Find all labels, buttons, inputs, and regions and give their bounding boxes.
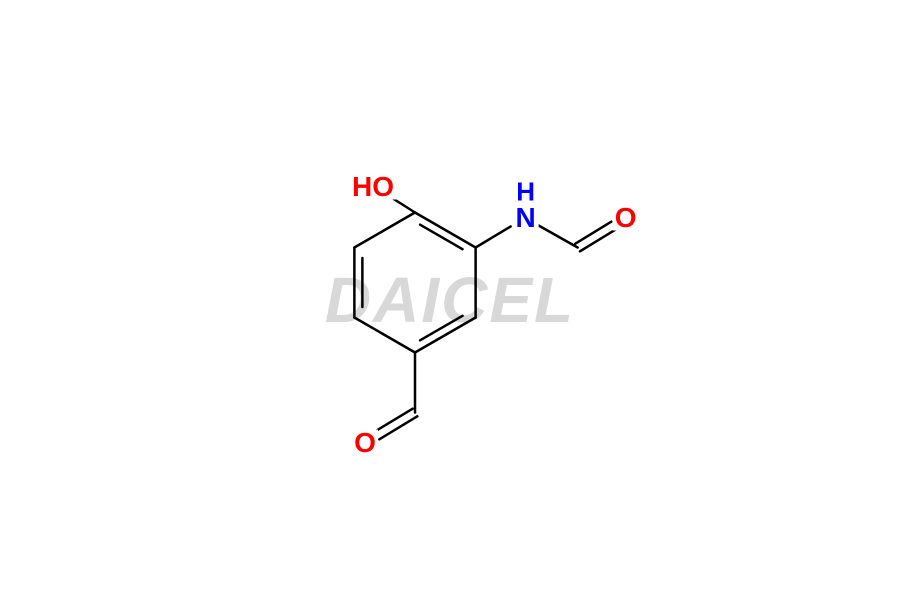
- svg-text:O: O: [354, 427, 376, 458]
- svg-text:N: N: [516, 202, 536, 233]
- atoms-group: HONHOO: [349, 171, 639, 458]
- bonds-group: [354, 194, 616, 440]
- molecule-structure: HONHOO: [240, 88, 660, 513]
- molecule-svg: HONHOO: [240, 88, 660, 508]
- svg-text:HO: HO: [352, 171, 394, 202]
- svg-text:H: H: [516, 177, 535, 207]
- svg-text:O: O: [615, 202, 637, 233]
